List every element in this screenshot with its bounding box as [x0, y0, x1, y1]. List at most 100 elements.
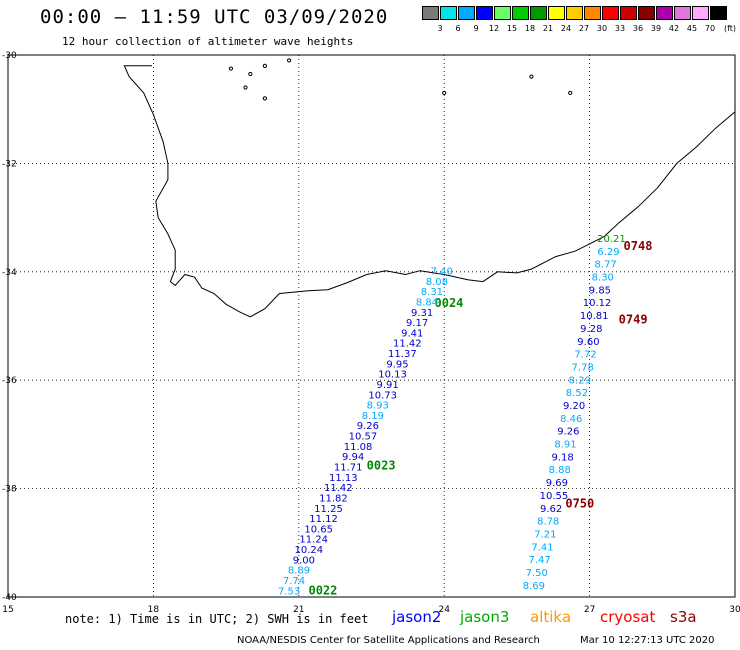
- color-swatch: [566, 6, 583, 20]
- swh-value-east: 7.78: [572, 362, 594, 373]
- swh-value-east: 20.21: [597, 234, 626, 245]
- color-swatch: [602, 6, 619, 20]
- map-frame: [7, 54, 736, 598]
- island-marker: [442, 90, 447, 96]
- color-swatch: [584, 6, 601, 20]
- color-swatch: [674, 6, 691, 20]
- credit-text: NOAA/NESDIS Center for Satellite Applica…: [237, 635, 540, 646]
- track-id-label: 0022: [308, 583, 337, 597]
- swh-value-west: 9.94: [342, 452, 364, 463]
- swh-value-east: 9.20: [563, 401, 585, 412]
- page-subtitle: 12 hour collection of altimeter wave hei…: [62, 35, 354, 48]
- island-marker: [228, 66, 234, 71]
- legend-item: jason3: [460, 608, 510, 626]
- swh-value-east: 8.29: [569, 375, 591, 386]
- swh-value-east: 8.69: [523, 581, 545, 592]
- swh-value-west: 11.42: [393, 339, 422, 350]
- legend-item: altika: [530, 608, 572, 626]
- swh-value-west: 11.42: [324, 483, 353, 494]
- swh-value-west: 11.12: [309, 514, 338, 525]
- swh-value-east: 9.60: [577, 337, 599, 348]
- swh-value-east: 7.21: [534, 529, 556, 540]
- lat-tick-label: -34: [2, 268, 17, 278]
- page-title: 00:00 – 11:59 UTC 03/09/2020: [40, 6, 389, 28]
- swh-value-west: 8.93: [367, 401, 389, 412]
- coastline: [123, 65, 736, 318]
- swh-value-east: 8.52: [566, 388, 588, 399]
- color-scale-label: 36: [632, 24, 644, 33]
- color-swatch: [620, 6, 637, 20]
- legend-item: s3a: [670, 608, 697, 626]
- color-swatch: [530, 6, 547, 20]
- color-scale-label: 30: [596, 24, 608, 33]
- swh-value-east: 7.50: [526, 568, 548, 579]
- color-swatch: [638, 6, 655, 20]
- swh-value-west: 11.82: [319, 493, 348, 504]
- swh-value-west: 9.17: [406, 318, 428, 329]
- swh-value-west: 10.57: [349, 432, 378, 443]
- lon-tick-label: 21: [293, 605, 304, 615]
- timestamp-text: Mar 10 12:27:13 UTC 2020: [580, 635, 715, 646]
- lon-tick-label: 18: [148, 605, 160, 615]
- color-swatch: [440, 6, 457, 20]
- track-id-label: 0024: [435, 296, 464, 310]
- swh-value-east: 7.72: [574, 350, 596, 361]
- swh-value-west: 8.84: [416, 297, 438, 308]
- color-scale-label: 18: [524, 24, 536, 33]
- track-id-label: 0023: [367, 459, 396, 473]
- swh-value-west: 11.08: [344, 442, 373, 453]
- swh-value-east: 8.91: [554, 440, 576, 451]
- swh-value-west: 10.65: [304, 524, 333, 535]
- swh-value-west: 10.73: [368, 390, 397, 401]
- swh-value-west: 8.31: [421, 287, 443, 298]
- color-swatch: [656, 6, 673, 20]
- color-scale-label: 33: [614, 24, 626, 33]
- color-swatch: [494, 6, 511, 20]
- swh-value-west: 10.24: [294, 545, 323, 556]
- swh-value-east: 10.12: [583, 298, 612, 309]
- island-marker: [248, 71, 253, 77]
- lon-tick-label: 15: [2, 605, 13, 615]
- swh-value-east: 9.69: [546, 478, 568, 489]
- swh-value-east: 7.47: [528, 555, 550, 566]
- footnote: note: 1) Time is in UTC; 2) SWH is in fe…: [65, 612, 369, 626]
- swh-value-west: 11.37: [388, 349, 417, 360]
- track-id-label: 0748: [624, 239, 653, 253]
- lat-tick-label: -38: [2, 485, 17, 495]
- lat-tick-label: -30: [2, 51, 17, 61]
- legend-item: jason2: [392, 608, 442, 626]
- swh-value-east: 8.77: [595, 260, 617, 271]
- color-swatch: [512, 6, 529, 20]
- lat-tick-label: -40: [2, 593, 17, 603]
- swh-value-east: 9.62: [540, 504, 562, 515]
- color-scale-label: 42: [668, 24, 680, 33]
- island-marker: [262, 63, 267, 68]
- swh-value-east: 6.29: [597, 247, 619, 258]
- color-scale-label: 70: [704, 24, 716, 33]
- swh-value-east: 10.81: [580, 311, 609, 322]
- color-scale-label: 12: [488, 24, 500, 33]
- island-marker: [262, 96, 267, 101]
- island-marker: [568, 90, 573, 96]
- swh-value-west: 10.13: [378, 370, 407, 381]
- color-scale-label: 15: [506, 24, 518, 33]
- swh-value-east: 8.46: [560, 414, 582, 425]
- swh-value-east: 9.85: [589, 285, 611, 296]
- swh-value-west: 11.71: [334, 463, 363, 474]
- swh-value-west: 9.95: [386, 359, 408, 370]
- island-marker: [243, 85, 248, 90]
- color-scale-label: 6: [455, 24, 461, 33]
- lat-tick-label: -32: [2, 159, 17, 169]
- swh-value-east: 8.30: [592, 273, 614, 284]
- legend-item: cryosat: [600, 608, 656, 626]
- swh-value-east: 10.55: [540, 491, 569, 502]
- island-marker: [529, 74, 534, 79]
- color-scale-label: 24: [560, 24, 572, 33]
- swh-value-west: 7.53: [278, 586, 300, 597]
- color-swatch: [692, 6, 709, 20]
- swh-value-east: 8.88: [549, 465, 571, 476]
- color-scale-label: 39: [650, 24, 662, 33]
- lon-tick-label: 30: [729, 605, 740, 615]
- swh-value-east: 9.18: [551, 452, 573, 463]
